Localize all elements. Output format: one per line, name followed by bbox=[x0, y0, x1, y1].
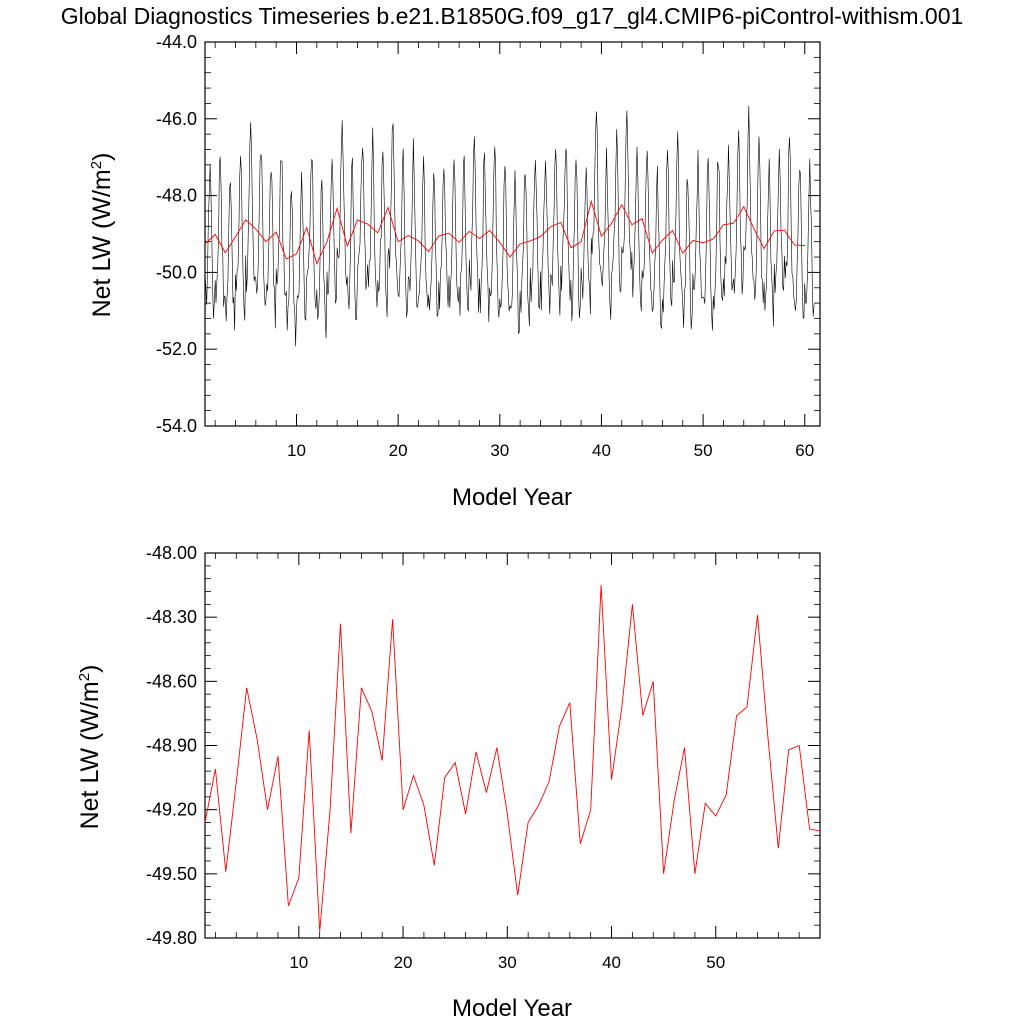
bottom-x-tick-label: 10 bbox=[289, 953, 308, 972]
top-y-tick-label: -52.0 bbox=[156, 339, 197, 359]
bottom-x-tick-label: 20 bbox=[394, 953, 413, 972]
top-x-tick-label: 30 bbox=[490, 441, 509, 460]
bottom-x-tick-label: 30 bbox=[498, 953, 517, 972]
top-x-tick-label: 40 bbox=[592, 441, 611, 460]
bottom-y-tick-label: -49.20 bbox=[146, 800, 197, 820]
top-y-tick-label: -50.0 bbox=[156, 262, 197, 282]
bottom-x-tick-label: 50 bbox=[706, 953, 725, 972]
top-y-axis-label-main: Net LW (W/m bbox=[88, 169, 116, 317]
top-x-tick-label: 10 bbox=[287, 441, 306, 460]
top-y-axis-label-close: ) bbox=[88, 153, 116, 161]
svg-text:Net LW (W/m2): Net LW (W/m2) bbox=[76, 665, 104, 830]
top-y-axis-label-sup: 2 bbox=[88, 161, 105, 169]
top-panel: Net LW (W/m2) Model Year 10 20 30 40 50 60 -54… bbox=[88, 32, 821, 511]
top-monthly-series-line bbox=[204, 105, 815, 347]
top-x-tick-label: 20 bbox=[389, 441, 408, 460]
bottom-y-axis-label-sup: 2 bbox=[76, 673, 93, 681]
bottom-y-tick-label: -48.90 bbox=[146, 736, 197, 756]
bottom-x-tick-label: 40 bbox=[602, 953, 621, 972]
bottom-y-tick-label: -48.60 bbox=[146, 671, 197, 691]
bottom-panel: Net LW (W/m2) Model Year 10 20 30 40 50 -49.8… bbox=[76, 543, 821, 1022]
bottom-annual-series-line bbox=[204, 585, 821, 932]
bottom-y-tick-label: -49.50 bbox=[146, 864, 197, 884]
bottom-plot-frame bbox=[204, 552, 821, 939]
top-x-axis-label: Model Year bbox=[452, 484, 572, 511]
bottom-x-axis-label: Model Year bbox=[452, 995, 572, 1022]
bottom-y-tick-label: -48.30 bbox=[146, 607, 197, 627]
top-y-tick-label: -46.0 bbox=[156, 109, 197, 129]
top-plot-frame bbox=[204, 41, 821, 427]
top-y-tick-label: -54.0 bbox=[156, 416, 197, 436]
bottom-y-axis-label-close: ) bbox=[76, 665, 104, 673]
top-x-tick-label: 60 bbox=[795, 441, 814, 460]
top-x-tick-label: 50 bbox=[694, 441, 713, 460]
bottom-y-tick-label: -48.00 bbox=[146, 543, 197, 563]
top-annual-series-line bbox=[204, 199, 805, 265]
bottom-y-axis-label: Net LW (W/m2) bbox=[76, 665, 104, 830]
bottom-y-tick-label: -49.80 bbox=[146, 928, 197, 948]
figure-title: Global Diagnostics Timeseries b.e21.B185… bbox=[61, 3, 964, 29]
svg-text:Net LW (W/m2): Net LW (W/m2) bbox=[88, 153, 116, 318]
top-y-tick-label: -48.0 bbox=[156, 186, 197, 206]
top-y-tick-label: -44.0 bbox=[156, 32, 197, 52]
top-y-axis-label: Net LW (W/m2) bbox=[88, 153, 116, 318]
bottom-y-axis-label-main: Net LW (W/m bbox=[76, 681, 104, 829]
